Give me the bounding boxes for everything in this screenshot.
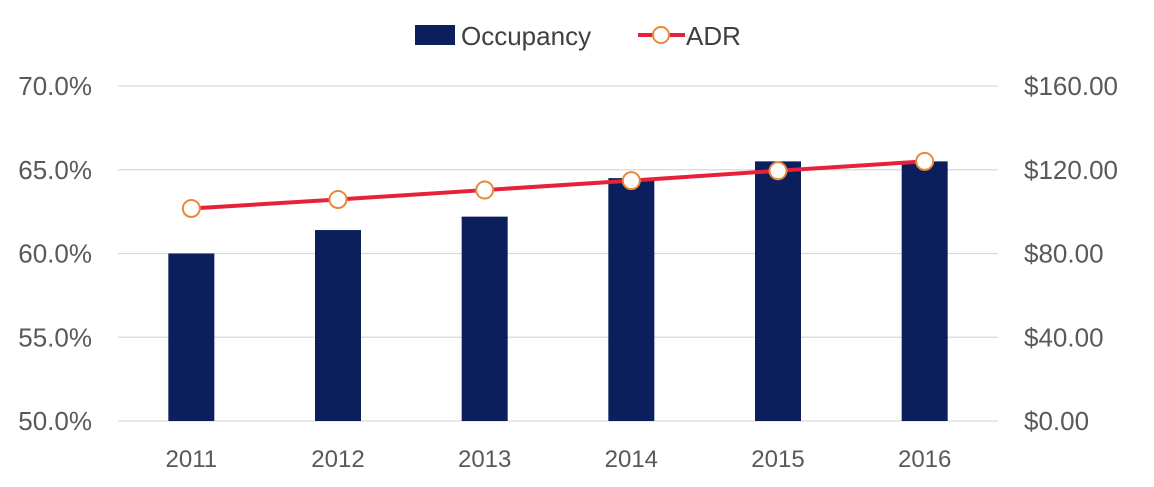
legend: Occupancy ADR (415, 21, 741, 51)
y-left-tick-label: 55.0% (18, 322, 92, 352)
marker-adr (621, 171, 641, 191)
bar-occupancy (168, 253, 215, 421)
marker-adr (768, 161, 788, 181)
y-right-tick-label: $160.00 (1024, 71, 1118, 101)
y-left-tick-label: 70.0% (18, 71, 92, 101)
x-tick-label: 2014 (605, 446, 658, 473)
legend-swatch-occupancy (415, 25, 455, 45)
y-right-tick-label: $0.00 (1024, 406, 1089, 436)
x-tick-label: 2016 (898, 446, 951, 473)
bar-occupancy (755, 161, 801, 421)
y-left-tick-label: 65.0% (18, 155, 92, 185)
x-tick-label: 2015 (751, 446, 804, 473)
marker-adr (475, 180, 495, 200)
marker-adr (915, 151, 935, 171)
y-left-tick-label: 60.0% (18, 239, 92, 269)
gridlines (118, 85, 998, 422)
bar-occupancy (315, 230, 361, 421)
line-adr (191, 159, 925, 211)
bar-occupancy (608, 178, 655, 421)
legend-swatch-adr-marker (652, 26, 670, 44)
legend-label-adr: ADR (686, 21, 741, 51)
axes: 70.0% $160.00 65.0% $120.00 60.0% $80.00 55.0%… (18, 71, 1118, 473)
bar-series-occupancy (168, 161, 948, 421)
y-left-tick-label: 50.0% (18, 406, 92, 436)
marker-adr (328, 189, 348, 209)
legend-label-occupancy: Occupancy (461, 21, 591, 51)
x-tick-label: 2013 (458, 446, 511, 473)
marker-adr (181, 198, 201, 218)
line-series-adr (181, 151, 935, 218)
y-right-tick-label: $40.00 (1024, 322, 1104, 352)
x-tick-label: 2012 (311, 446, 364, 473)
bar-occupancy (901, 161, 948, 421)
x-tick-label: 2011 (166, 446, 218, 473)
bar-occupancy (461, 216, 508, 421)
y-right-tick-label: $80.00 (1024, 239, 1104, 269)
y-right-tick-label: $120.00 (1024, 155, 1118, 185)
